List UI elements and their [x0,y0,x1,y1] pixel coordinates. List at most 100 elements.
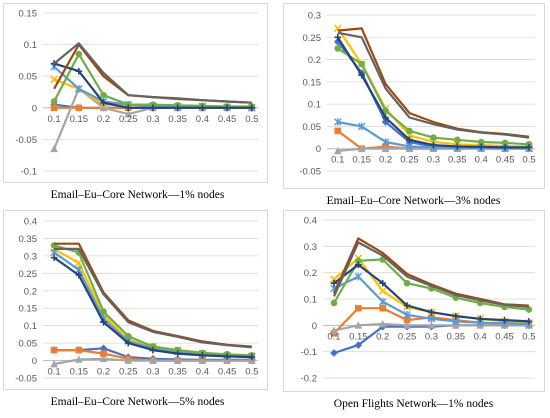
x-tick-label: 0.3 [146,367,159,378]
x-tick-label: 0.1 [327,331,340,342]
x-tick-label: 0.35 [168,114,187,125]
y-tick-label: -0.2 [301,374,317,385]
x-tick-label: 0.5 [522,331,535,342]
series-8 [54,247,252,349]
x-tick-label: 0.15 [70,367,89,378]
x-tick-label: 0.4 [474,331,487,342]
series-6 [50,254,256,361]
x-tick-label: 0.3 [146,114,159,125]
x-tick-label: 0.25 [119,367,138,378]
caption-openflights-1pct: Open Flights Network—1% nodes [333,398,494,410]
series-point [525,318,533,325]
series-line [332,241,529,308]
series-point [355,261,362,269]
series-line [54,247,252,349]
series-point [100,318,107,326]
caption-email-5pct: Email–Eu–Core Network—5% nodes [50,396,225,408]
y-tick-label: 0.05 [303,122,322,133]
x-tick-label: 0.2 [97,114,110,125]
series-point [381,144,390,153]
series-point [75,346,83,354]
series-7 [332,237,529,307]
series-point [149,343,157,350]
line-chart-email-3pct: 0.3 0.25 0.2 0.15 0.1 0.05 0 -0.05 0.1 0.15 0.2 0.2… [299,11,535,178]
series-5 [330,256,533,313]
line-chart-openflights-1pct: 0.4 0.3 0.2 0.1 0 -0.1 -0.2 0.1 0.15 0.2 0.25 0.3 0.… [301,216,536,385]
series-point [357,122,366,131]
series-point [476,315,484,323]
chart-panel-email-5pct: 0.4 0.35 0.3 0.25 0.2 0.15 0.1 0.05 0 -0.05 0.1 0.1… [3,210,268,390]
series-point [428,308,435,316]
series-point [199,352,206,359]
y-tick-label: 0.15 [19,9,38,20]
x-tick-label: 0.4 [196,367,209,378]
series-point [100,350,107,357]
series-point [75,85,83,93]
series-point [501,316,508,324]
chart-panel-email-3pct: 0.3 0.25 0.2 0.15 0.1 0.05 0 -0.05 0.1 0.15 0.2 0.2… [283,3,545,189]
series-point [427,314,436,323]
series-point [355,257,362,265]
chart-panel-openflights-1pct: 0.4 0.3 0.2 0.1 0 -0.1 -0.2 0.1 0.15 0.2 0.25 0.3 0.… [283,210,545,392]
series-point [452,312,460,320]
x-tick-label: 0.25 [398,331,417,342]
series-point [75,67,83,75]
series-point [477,143,485,151]
series-point [173,356,182,364]
series-point [358,71,365,79]
series-point [382,114,389,121]
x-tick-label: 0.1 [48,367,61,378]
series-point [223,104,231,112]
series-point [100,308,107,316]
series-line [53,251,252,358]
y-tick-label: 0.2 [24,286,37,297]
series-point [501,139,509,147]
x-tick-label: 0.15 [349,331,368,342]
series-point [406,136,413,144]
x-tick-label: 0.15 [70,114,89,125]
series-point [50,346,58,354]
series-point [50,98,58,105]
series-point [149,346,157,354]
series-point [50,75,58,84]
series-line [53,52,252,108]
series-2 [50,354,256,368]
y-tick-label: 0.15 [303,77,322,88]
series-point [378,287,387,295]
x-tick-label: 0.4 [196,114,209,125]
x-tick-label: 0.2 [97,367,110,378]
series-point [100,91,107,99]
series-point [453,136,461,144]
series-point [453,143,461,150]
y-tick-label: 0.4 [304,216,317,227]
series-point [330,299,338,307]
series-point [75,104,83,112]
y-tick-label: 0.1 [24,40,37,51]
series-8 [337,31,530,139]
x-tick-label: 0.5 [245,114,258,125]
series-point [223,353,231,360]
series-point [354,272,363,281]
series-point [333,118,342,126]
series-point [99,344,108,353]
caption-email-1pct: Email–Eu–Core Network—1% nodes [50,189,225,201]
series-point [403,302,411,309]
series-point [403,311,411,319]
series-point [100,99,107,107]
x-tick-label: 0.35 [447,331,466,342]
chart-panel-email-1pct: 0.15 0.1 0.05 0 -0.05 -0.1 0.1 0.15 0.2 0.25 0.3 0.… [3,3,268,183]
series-point [174,350,181,357]
series-line [336,36,529,149]
series-point [124,356,133,364]
series-point [124,110,133,118]
chart-frame [283,210,545,392]
series-point [75,271,83,279]
series-point [124,104,132,112]
line-chart-email-5pct: 0.4 0.35 0.3 0.25 0.2 0.15 0.1 0.05 0 -0.05 0.1 0.1… [15,217,258,385]
series-point [334,33,342,41]
y-tick-label: 0.35 [19,234,38,245]
y-tick-label: 0.3 [24,251,37,262]
series-point [174,346,181,354]
x-tick-label: 0.45 [218,114,237,125]
y-tick-label: -0.05 [15,374,37,385]
